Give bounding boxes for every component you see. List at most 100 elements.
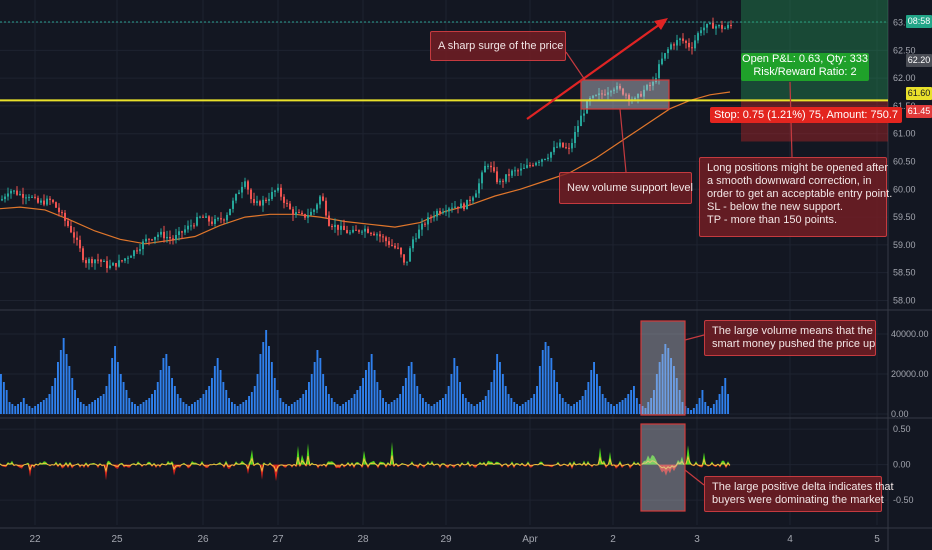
volume-bar: [710, 408, 712, 414]
profit-zone: [741, 0, 888, 101]
volume-bar: [233, 404, 236, 414]
delta-histogram[interactable]: [0, 441, 731, 482]
volume-bar: [627, 394, 630, 414]
candle-body: [526, 165, 528, 168]
volume-bar: [97, 398, 99, 414]
candle-body: [193, 225, 195, 227]
volume-bar: [362, 378, 364, 414]
volume-bar: [173, 386, 176, 414]
volume-bar: [481, 400, 484, 414]
candle-body: [364, 228, 366, 232]
volume-bar: [193, 402, 196, 414]
candle-body: [706, 23, 708, 28]
volume-bar: [615, 404, 618, 414]
volume-bar: [288, 406, 290, 414]
volume-bar: [99, 396, 102, 414]
volume-bar: [530, 398, 533, 414]
candle-body: [397, 247, 399, 249]
volume-tick-label: 0.00: [891, 409, 909, 419]
time-axis[interactable]: 22 25 26 27 28 29 Apr 2 3 4 5: [29, 534, 880, 545]
candle-body: [712, 22, 714, 29]
candle-body: [310, 211, 312, 216]
candle-body: [31, 196, 33, 198]
volume-bar: [370, 354, 373, 414]
candle-body: [157, 234, 159, 237]
volume-bar: [527, 400, 530, 414]
volume-line-1: The large volume means that the: [712, 325, 873, 337]
candle-body: [166, 236, 168, 239]
candle-body: [463, 203, 465, 210]
volume-bar: [556, 382, 558, 414]
volume-bar: [664, 344, 667, 414]
candle-body: [289, 203, 291, 210]
time-tick-label: 25: [111, 534, 123, 545]
volume-bar: [22, 398, 25, 414]
candle-body: [208, 216, 210, 222]
volume-bar: [273, 378, 276, 414]
delta-callout[interactable]: The large positive delta indicates that …: [704, 476, 894, 512]
price-tick-label: 63.00: [893, 18, 916, 28]
price-axis[interactable]: 63.00 62.50 62.00 61.50 61.00 60.50 60.00 59.50…: [891, 18, 929, 506]
volume-bar: [653, 390, 655, 414]
advice-callout[interactable]: Long positions might be opened after a s…: [699, 157, 892, 237]
candle-body: [331, 225, 333, 228]
candle-body: [652, 81, 654, 86]
candle-body: [385, 237, 387, 242]
volume-bar: [182, 402, 185, 414]
candle-body: [538, 161, 540, 163]
volume-bar: [453, 358, 456, 414]
volume-bar: [541, 350, 544, 414]
candle-body: [649, 85, 651, 87]
volume-bar: [290, 404, 293, 414]
volume-bar: [2, 382, 5, 414]
candle-body: [37, 197, 39, 203]
surge-arrow-line: [526, 21, 664, 120]
price-candles[interactable]: [1, 17, 732, 273]
candle-body: [352, 229, 354, 233]
candle-body: [109, 265, 111, 269]
candle-body: [253, 199, 255, 203]
volume-bar: [533, 394, 536, 414]
candle-body: [637, 93, 639, 98]
volume-bar: [228, 398, 230, 414]
position-pnl-label[interactable]: Open P&L: 0.63, Qty: 333 Risk/Reward Rat…: [741, 53, 869, 81]
candle-body: [133, 250, 135, 257]
candle-body: [619, 86, 621, 89]
candle-body: [670, 44, 672, 50]
volume-bar: [77, 398, 79, 414]
price-tick-label: 61.00: [893, 129, 916, 139]
volume-bar: [467, 402, 470, 414]
position-stop-label[interactable]: Stop: 0.75 (1.21%) 75, Amount: 750.7: [710, 107, 902, 123]
volume-bar: [350, 398, 353, 414]
volume-bar: [547, 346, 550, 414]
volume-bar: [313, 362, 316, 414]
volume-bar: [65, 354, 68, 414]
candle-body: [82, 248, 84, 261]
candle-body: [220, 218, 222, 220]
volume-bar: [473, 406, 476, 414]
candle-body: [214, 218, 216, 224]
support-callout[interactable]: New volume support level: [559, 172, 693, 204]
candle-body: [505, 174, 507, 182]
volume-bars[interactable]: [0, 330, 729, 414]
candle-body: [295, 212, 297, 215]
candle-body: [718, 25, 720, 27]
volume-bar: [322, 374, 325, 414]
candle-body: [562, 142, 564, 148]
volume-bar: [407, 366, 410, 414]
candle-body: [664, 53, 666, 59]
candle-body: [4, 196, 6, 200]
candle-body: [121, 260, 123, 262]
volume-bar: [353, 394, 356, 414]
volume-bar: [333, 402, 336, 414]
candle-body: [433, 216, 435, 218]
volume-callout[interactable]: The large volume means that the smart mo…: [704, 320, 876, 356]
volume-bar: [382, 398, 384, 414]
delta-line-1: The large positive delta indicates that: [712, 481, 894, 493]
surge-callout[interactable]: A sharp surge of the price: [430, 31, 566, 61]
volume-bar: [236, 406, 239, 414]
volume-bar: [356, 390, 359, 414]
time-tick-label: Apr: [522, 534, 538, 545]
candle-body: [472, 197, 474, 201]
